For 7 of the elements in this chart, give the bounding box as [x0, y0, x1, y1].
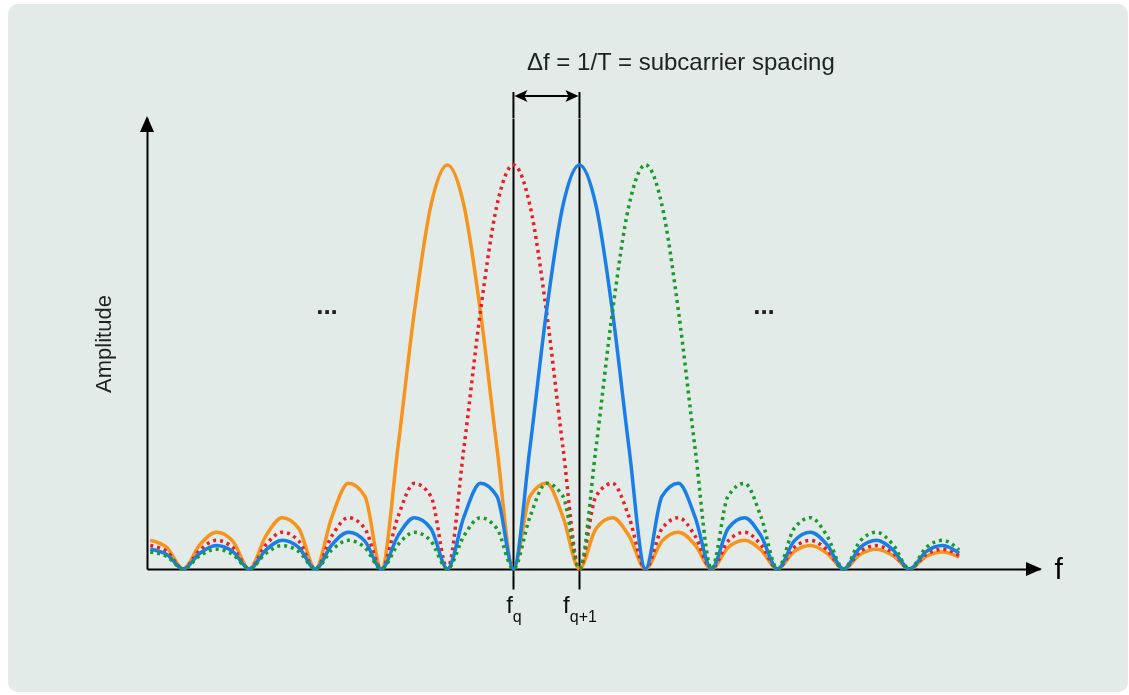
x-axis-title: f: [1054, 551, 1064, 585]
text: Δf = 1/T = subcarrier spacing: [527, 48, 835, 75]
x-tick-label: f$_{q+1}$: [563, 590, 597, 624]
y-axis-title: Amplitude: [90, 295, 116, 393]
annotation: ...: [316, 290, 338, 320]
annotation: ...: [753, 290, 775, 320]
x-tick-label: f$_{q}$: [506, 590, 522, 624]
